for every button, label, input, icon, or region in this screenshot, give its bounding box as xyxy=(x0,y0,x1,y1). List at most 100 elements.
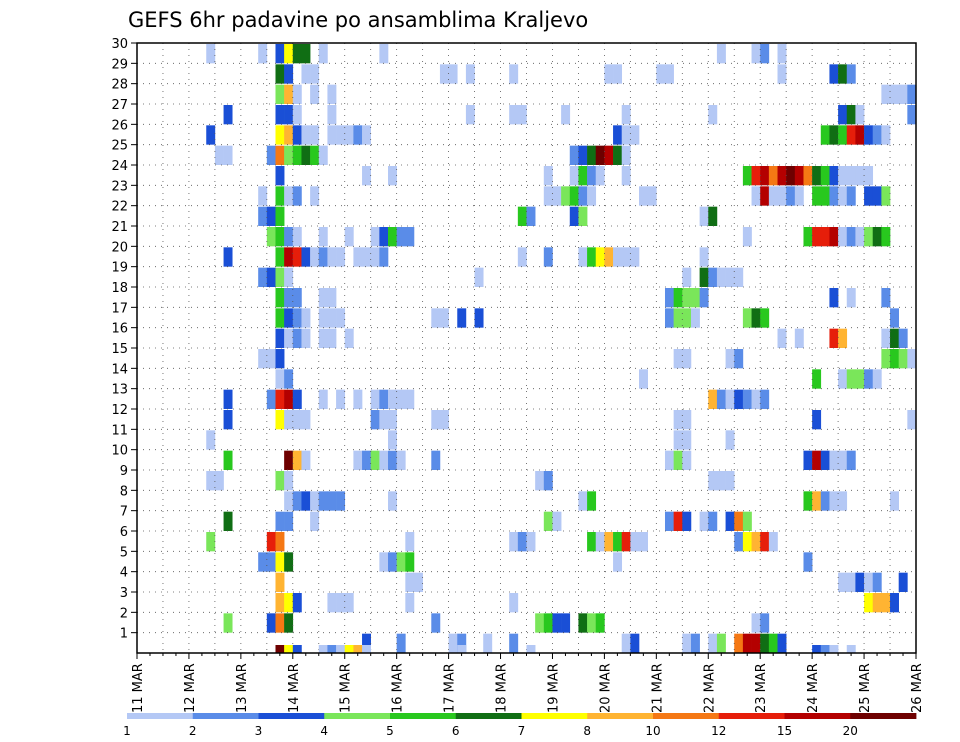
precip-cell xyxy=(890,328,899,348)
precip-cell xyxy=(301,44,311,64)
precip-cell xyxy=(664,64,674,84)
precip-cell xyxy=(526,206,536,226)
precip-cell xyxy=(284,593,294,613)
x-tick-label: 17 MAR xyxy=(443,663,458,713)
precip-cell xyxy=(370,410,380,430)
precip-cell xyxy=(708,389,718,409)
precip-cell xyxy=(362,247,371,267)
precip-cell xyxy=(838,491,848,511)
precip-cell xyxy=(327,308,337,328)
precip-cell xyxy=(578,206,588,226)
precip-cell xyxy=(301,308,311,328)
precip-cell xyxy=(587,186,597,206)
precip-cell xyxy=(284,64,294,84)
precip-cell xyxy=(275,511,285,531)
precip-cell xyxy=(864,572,874,592)
precip-cell xyxy=(872,227,882,247)
precip-cell xyxy=(829,328,839,348)
precip-cell xyxy=(561,105,571,125)
precip-cell xyxy=(613,552,623,572)
precip-cell xyxy=(301,64,311,84)
precip-cell xyxy=(292,410,302,430)
strip-cell xyxy=(284,645,294,653)
precip-cell xyxy=(690,633,700,653)
precip-cell xyxy=(604,247,614,267)
precip-cell xyxy=(535,613,545,633)
precip-cell xyxy=(768,166,778,186)
precip-cell xyxy=(292,84,302,104)
precip-cell xyxy=(820,491,830,511)
precip-cell xyxy=(561,613,571,633)
precip-cell xyxy=(699,267,709,287)
precip-cell xyxy=(223,511,233,531)
legend-swatch xyxy=(390,713,457,719)
precip-cell xyxy=(275,64,285,84)
precip-cell xyxy=(760,389,770,409)
precip-cell xyxy=(301,247,311,267)
precip-cell xyxy=(777,166,787,186)
y-tick-label: 21 xyxy=(111,220,128,235)
legend-label: 12 xyxy=(711,724,726,738)
precip-cell xyxy=(370,450,380,470)
precip-cell xyxy=(275,227,285,247)
precip-cell xyxy=(725,349,735,369)
precip-cell xyxy=(673,430,683,450)
precip-cell xyxy=(327,84,337,104)
legend-label: 6 xyxy=(452,724,460,738)
precip-cell xyxy=(284,491,294,511)
precip-cell xyxy=(820,227,830,247)
precip-cell xyxy=(344,328,354,348)
precip-cell xyxy=(569,186,579,206)
precip-cell xyxy=(396,633,406,653)
precip-cell xyxy=(465,64,475,84)
precip-cell xyxy=(301,125,311,145)
precip-cell xyxy=(526,532,536,552)
precip-cell xyxy=(812,369,822,389)
precip-cell xyxy=(734,532,744,552)
y-tick-label: 23 xyxy=(111,179,128,194)
precip-cell xyxy=(803,552,813,572)
precip-cell xyxy=(275,206,285,226)
precip-cell xyxy=(907,105,917,125)
y-tick-label: 9 xyxy=(120,464,128,479)
precip-cell xyxy=(578,145,588,165)
precip-cell xyxy=(569,206,579,226)
precip-cell xyxy=(812,186,822,206)
legend-swatch xyxy=(258,713,325,719)
precip-cell xyxy=(838,186,848,206)
precip-cell xyxy=(682,430,692,450)
precip-cell xyxy=(362,450,371,470)
precip-cell xyxy=(310,84,320,104)
precip-cell xyxy=(509,633,519,653)
strip-cell xyxy=(275,645,285,653)
precip-cell xyxy=(595,145,605,165)
precip-cell xyxy=(379,552,389,572)
precip-cell xyxy=(318,44,328,64)
precip-cell xyxy=(864,125,874,145)
precip-cell xyxy=(292,186,302,206)
precip-cell xyxy=(284,145,294,165)
x-axis-ticks: 11 MAR 12 MAR 13 MAR 14 MAR 15 MAR 16 MAR 17 M… xyxy=(131,653,925,713)
precip-cell xyxy=(266,349,276,369)
precip-cell xyxy=(881,349,891,369)
precip-cell xyxy=(820,186,830,206)
precip-cell xyxy=(275,471,285,491)
precip-cell xyxy=(794,186,804,206)
precip-cell xyxy=(258,349,268,369)
precip-cell xyxy=(223,105,233,125)
precip-cell xyxy=(890,491,899,511)
precip-cell xyxy=(275,328,285,348)
precip-cell xyxy=(846,64,856,84)
y-tick-label: 25 xyxy=(111,139,128,154)
precip-cell xyxy=(310,125,320,145)
precip-cell xyxy=(673,450,683,470)
precip-cell xyxy=(846,125,856,145)
y-tick-label: 2 xyxy=(120,606,128,621)
precip-cell xyxy=(388,389,397,409)
precip-cell xyxy=(872,369,882,389)
precip-cell xyxy=(751,613,761,633)
precip-cell xyxy=(362,633,371,653)
legend-swatch xyxy=(192,713,259,719)
precip-cell xyxy=(561,186,571,206)
precip-cell xyxy=(664,511,674,531)
